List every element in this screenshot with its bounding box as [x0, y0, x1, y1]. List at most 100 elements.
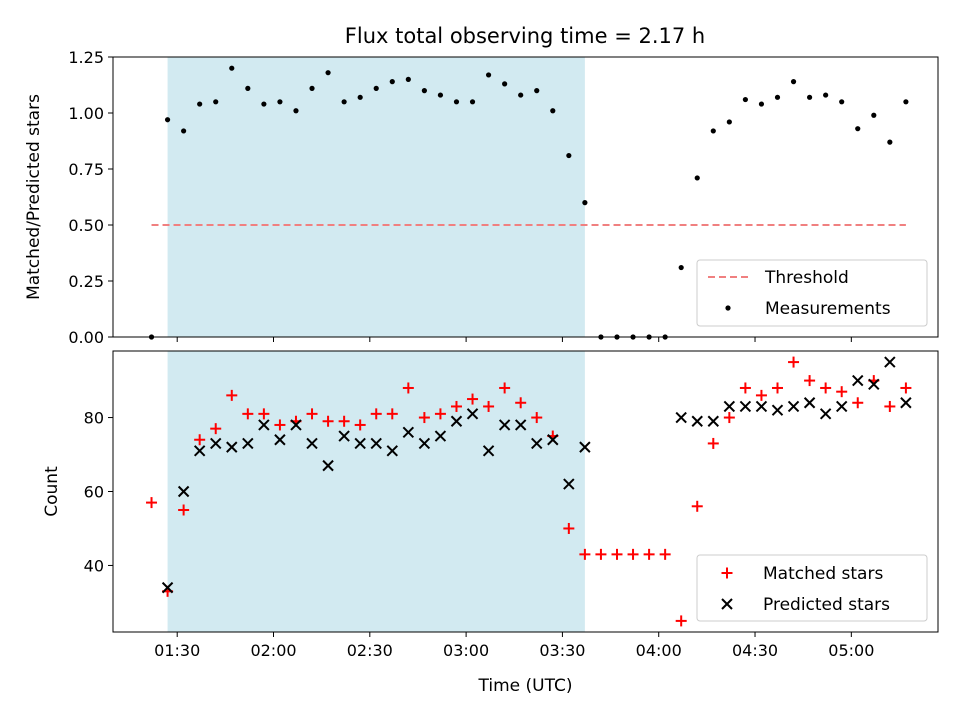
- bottom-y-tick-label: 80: [84, 409, 104, 428]
- measurement-point: [566, 152, 572, 159]
- measurement-point: [389, 79, 395, 85]
- predicted-star-point: [242, 437, 254, 450]
- cross-b: [721, 598, 733, 610]
- measurement-point: [887, 139, 893, 145]
- measurement-point: [839, 99, 845, 105]
- predicted-star-point: [386, 445, 398, 457]
- predicted-star-point: [787, 400, 800, 413]
- top-y-tick-label: 1.00: [68, 104, 104, 123]
- bottom-y-axis-label: Count: [42, 466, 62, 517]
- predicted-star-point: [739, 400, 752, 413]
- cross-b: [707, 415, 719, 427]
- cross-b: [819, 408, 832, 420]
- matched-star-point: [771, 382, 783, 394]
- cross-b: [418, 437, 431, 450]
- legend-matched-label: Matched stars: [763, 564, 883, 584]
- matched-star-point: [691, 500, 703, 512]
- top-y-ticks: 0.00 0.25 0.50 0.75 1.00 1.25: [68, 48, 113, 347]
- measurement-point: [871, 112, 877, 118]
- top-legend-box: [696, 259, 928, 327]
- cross-b: [402, 426, 415, 439]
- matched-star-point: [627, 548, 639, 560]
- cross-b: [563, 478, 575, 490]
- cross-b: [274, 434, 286, 446]
- matched-star-point: [386, 408, 398, 420]
- matched-star-point: [274, 419, 286, 431]
- matched-star-point: [675, 615, 687, 627]
- cross-b: [290, 419, 302, 431]
- x-tick-label: 02:30: [347, 641, 393, 660]
- legend-predicted-swatch: [721, 598, 733, 610]
- matched-star-point: [531, 412, 543, 424]
- legend-threshold-label: Threshold: [764, 268, 849, 288]
- cross-b: [852, 374, 864, 387]
- x-tick-label: 03:00: [443, 641, 489, 660]
- cross-b: [161, 581, 174, 594]
- measurement-point: [437, 92, 444, 98]
- predicted-star-point: [531, 437, 543, 450]
- cross-b: [868, 378, 880, 390]
- cross-b: [514, 419, 527, 431]
- matched-star-point: [900, 382, 912, 394]
- measurement-point: [373, 85, 379, 91]
- count-panel: 40 60 80 01:30 02:00 02:30 03:00 03:30 04:00 04:…: [42, 350, 939, 696]
- top-y-tick-label: 0.50: [68, 216, 104, 235]
- matched-star-point: [146, 497, 158, 509]
- measurement-point: [855, 126, 861, 132]
- measurement-point: [181, 128, 187, 134]
- top-x-ticks: [176, 337, 852, 342]
- ratio-panel: 0.00 0.25 0.50 0.75 1.00 1.25 Matched/Predict…: [24, 48, 939, 347]
- cross-b: [771, 404, 784, 416]
- cross-b: [242, 437, 254, 450]
- measurement-point: [245, 85, 251, 91]
- cross-b: [691, 415, 703, 427]
- cross-b: [193, 445, 206, 457]
- measurement-point: [502, 81, 508, 87]
- measurement-point: [694, 175, 700, 181]
- legend-matched-swatch: [721, 567, 733, 579]
- cross-b: [434, 430, 447, 442]
- x-tick-label: 03:30: [539, 641, 585, 660]
- cross-b: [354, 437, 366, 450]
- measurement-point: [357, 94, 363, 100]
- matched-star-point: [836, 386, 848, 398]
- predicted-star-point: [338, 430, 350, 442]
- cross-b: [370, 437, 382, 450]
- cross-b: [755, 400, 768, 413]
- bottom-x-ticks: 01:30 02:00 02:30 03:00 03:30 04:00 04:30 05:00: [154, 632, 874, 660]
- predicted-star-point: [547, 434, 559, 446]
- cross-b: [787, 400, 800, 413]
- measurement-point: [582, 200, 588, 206]
- measurement-point: [903, 99, 909, 105]
- matched-star-point: [354, 419, 366, 431]
- measurement-point: [485, 72, 492, 78]
- matched-star-point: [611, 548, 623, 560]
- x-tick-label: 04:00: [636, 641, 682, 660]
- cross-b: [482, 445, 495, 457]
- bottom-y-ticks: 40 60 80: [84, 409, 113, 575]
- cross-b: [338, 430, 350, 442]
- predicted-star-point: [354, 437, 366, 450]
- predicted-star-point: [835, 400, 848, 413]
- predicted-star-point: [723, 400, 736, 413]
- matched-star-point: [210, 423, 222, 435]
- cross-b: [466, 408, 479, 420]
- predicted-star-point: [803, 397, 816, 409]
- predicted-star-point: [563, 478, 575, 490]
- predicted-star-point: [306, 437, 318, 450]
- matched-star-point: [226, 389, 238, 401]
- matched-star-point: [804, 375, 816, 387]
- cross-b: [258, 419, 270, 431]
- measurement-point: [742, 96, 748, 103]
- cross-b: [386, 445, 398, 457]
- matched-star-point: [579, 548, 591, 560]
- predicted-star-point: [434, 430, 447, 442]
- predicted-star-point: [900, 397, 912, 409]
- measurement-point: [309, 85, 315, 91]
- top-y-tick-label: 0.75: [68, 160, 104, 179]
- bottom-y-tick-label: 60: [84, 483, 104, 502]
- matched-star-point: [338, 415, 350, 427]
- predicted-star-point: [498, 419, 511, 431]
- measurement-point: [710, 128, 716, 134]
